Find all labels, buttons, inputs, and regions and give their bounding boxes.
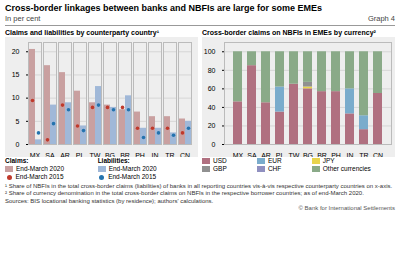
svg-text:IN: IN [347, 152, 354, 157]
svg-text:CN: CN [180, 152, 190, 157]
svg-text:0: 0 [16, 141, 20, 148]
svg-text:20: 20 [12, 48, 20, 55]
html-text:End-March 2015: End-March 2015 [108, 173, 157, 180]
svg-text:BR: BR [120, 152, 130, 157]
svg-text:TR: TR [359, 152, 368, 157]
svg-text:MX: MX [233, 152, 244, 157]
svg-text:BG: BG [105, 152, 115, 157]
svg-text:80: 80 [208, 67, 216, 74]
html-text:© Bank for International Settl: © Bank for International Settlements [298, 204, 395, 211]
svg-text:TW: TW [289, 152, 300, 157]
svg-text:BR: BR [317, 152, 327, 157]
svg-text:5: 5 [16, 118, 20, 125]
svg-text:AR: AR [60, 152, 70, 157]
svg-text:CN: CN [373, 152, 383, 157]
html-text:² Share of currency denominati: ² Share of currency denomination in the … [5, 190, 364, 197]
svg-text:60: 60 [208, 85, 216, 92]
html-text:¹ Share of NBFIs in the total: ¹ Share of NBFIs in the total cross-bord… [5, 183, 393, 189]
svg-text:TW: TW [90, 152, 101, 157]
html-text:CHF: CHF [267, 165, 282, 172]
html-text:End-March 2015: End-March 2015 [15, 173, 64, 180]
html-text:GBP: GBP [213, 165, 227, 172]
svg-text:SA: SA [247, 152, 257, 157]
svg-text:100: 100 [204, 48, 216, 55]
svg-text:SA: SA [45, 152, 55, 157]
html-text:Sources: BIS locational bankin: Sources: BIS locational banking statisti… [5, 197, 214, 204]
html-text:JPY: JPY [322, 157, 335, 164]
html-text:Claims:: Claims: [5, 157, 29, 164]
html-text:Graph 4: Graph 4 [367, 14, 395, 23]
svg-text:PH: PH [135, 152, 145, 157]
html-text:Cross-border linkages between: Cross-border linkages between banks and … [5, 3, 323, 13]
html-text:Claims and liabilities by coun: Claims and liabilities by counterparty c… [5, 29, 159, 36]
svg-text:AR: AR [261, 152, 271, 157]
svg-text:PH: PH [331, 152, 341, 157]
svg-text:IN: IN [152, 152, 159, 157]
svg-text:PL: PL [276, 152, 285, 157]
html-text:USD: USD [213, 157, 227, 164]
svg-text:15: 15 [12, 71, 20, 78]
svg-text:BG: BG [303, 152, 313, 157]
svg-text:MX: MX [30, 152, 41, 157]
html-text:Cross-border claims on NBFIs i: Cross-border claims on NBFIs in EMEs by … [202, 29, 376, 36]
svg-text:0: 0 [212, 141, 216, 148]
html-text:End-March 2020: End-March 2020 [108, 165, 157, 172]
html-text:EUR: EUR [267, 157, 282, 164]
html-text:In per cent: In per cent [5, 14, 41, 23]
svg-text:PL: PL [76, 152, 85, 157]
html-text:Other currencies: Other currencies [322, 165, 371, 172]
svg-text:20: 20 [208, 122, 216, 129]
svg-text:40: 40 [208, 104, 216, 111]
svg-text:10: 10 [12, 94, 20, 101]
html-text:End-March 2020: End-March 2020 [16, 165, 65, 172]
html-text:Liabilities:: Liabilities: [97, 157, 130, 164]
svg-text:TR: TR [165, 152, 174, 157]
